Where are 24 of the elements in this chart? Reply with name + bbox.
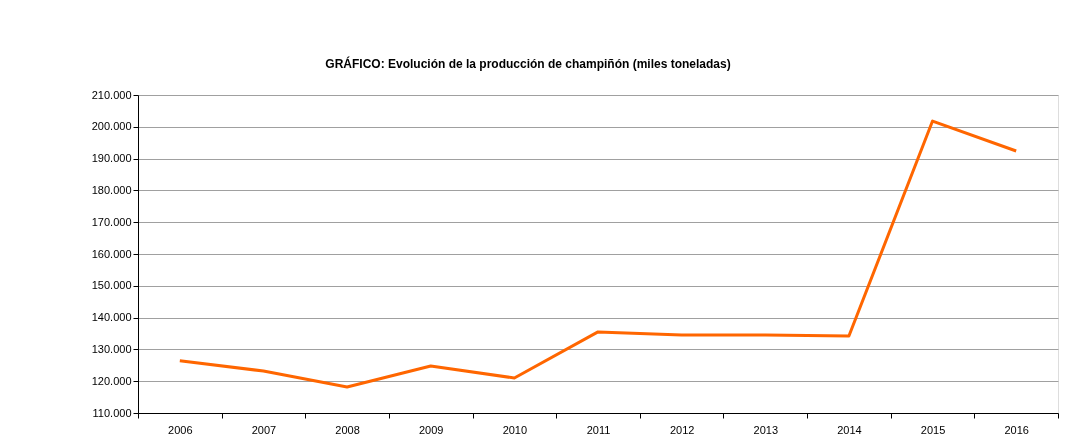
chart-title: GRÁFICO: Evolución de la producción de champiñón (miles toneladas): [325, 56, 731, 71]
x-tick-label: 2016: [1004, 423, 1029, 436]
y-tick-label: 180.000: [91, 183, 132, 196]
x-tick-label: 2011: [586, 423, 611, 436]
x-tick-label: 2014: [837, 423, 862, 436]
y-tick-label: 150.000: [91, 279, 132, 292]
y-tick-label: 200.000: [91, 120, 132, 133]
y-tick-label: 190.000: [91, 152, 132, 165]
x-tick-label: 2007: [251, 423, 277, 436]
x-tick-label: 2008: [335, 423, 360, 436]
y-tick-label: 130.000: [91, 342, 132, 355]
x-tick-label: 2009: [418, 423, 444, 436]
x-tick-label: 2006: [168, 423, 193, 436]
y-tick-label: 210.000: [91, 88, 132, 101]
y-tick-label: 160.000: [91, 247, 132, 260]
y-tick-label: 110.000: [92, 406, 132, 419]
line-series: [178, 119, 1018, 389]
x-tick-label: 2013: [753, 423, 779, 436]
x-tick-label: 2012: [669, 423, 695, 436]
y-tick-label: 140.000: [91, 311, 132, 324]
x-tick-label: 2010: [502, 423, 528, 436]
y-tick-label: 170.000: [91, 215, 132, 228]
x-tick-label: 2015: [920, 423, 946, 436]
y-tick-label: 120.000: [91, 374, 132, 387]
